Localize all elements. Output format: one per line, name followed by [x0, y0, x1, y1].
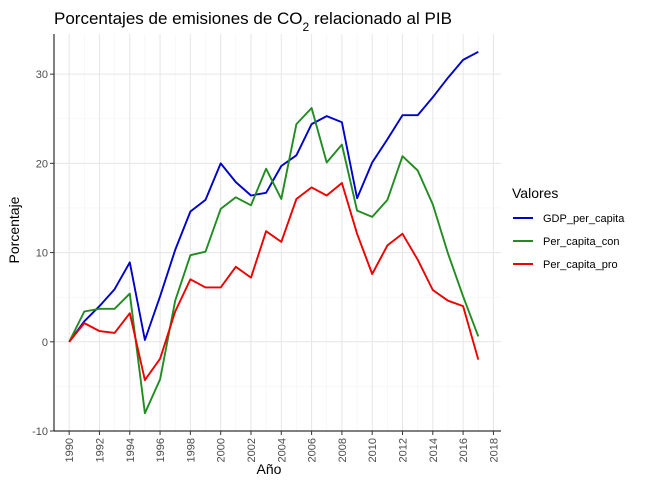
x-tick-label: 1996 [155, 438, 167, 462]
chart-title-subscript: 2 [303, 20, 310, 34]
series-line-per-capita-con [68, 107, 480, 415]
x-tick-label: 2008 [337, 438, 349, 462]
x-tick-label: 2014 [428, 438, 440, 462]
y-tick-label: -10 [32, 426, 48, 438]
axes [53, 34, 501, 432]
x-tick-label: 2006 [307, 438, 319, 462]
legend-label-per-capita-pro: Per_capita_pro [543, 259, 618, 271]
major-gridlines [54, 34, 501, 432]
y-tick-label: 10 [36, 248, 48, 260]
legend-title: Valores [512, 185, 558, 201]
x-tick-label: 2018 [488, 438, 500, 462]
x-axis-title: Año [257, 461, 282, 477]
series-line-per-capita-pro [68, 182, 480, 382]
x-tick-label: 1994 [125, 438, 137, 462]
y-axis-ticks: -10 0 10 20 30 [32, 69, 54, 438]
x-tick-label: 2010 [367, 438, 379, 462]
x-tick-label: 1992 [95, 438, 107, 462]
x-tick-label: 2004 [276, 438, 288, 462]
legend-label-gdp-per-capita: GDP_per_capita [543, 213, 625, 225]
chart-title-prefix: Porcentajes de emisiones de CO [54, 9, 303, 28]
y-tick-label: 30 [36, 69, 48, 81]
x-tick-label: 2016 [458, 438, 470, 462]
x-tick-label: 2012 [398, 438, 410, 462]
x-axis-ticks: 1990 1992 1994 1996 1998 2000 2002 2004 2006 2008… [64, 431, 500, 462]
x-tick-label: 2002 [246, 438, 258, 462]
legend: Valores GDP_per_capita Per_capita_con Per_… [512, 185, 625, 271]
minor-gridlines [53, 34, 501, 431]
chart-title-suffix: relacionado al PIB [309, 9, 452, 28]
x-tick-label: 2000 [216, 438, 228, 462]
x-tick-label: 1990 [64, 438, 76, 462]
chart-title: Porcentajes de emisiones de CO2 relacion… [54, 9, 452, 34]
legend-label-per-capita-con: Per_capita_con [543, 236, 619, 248]
x-tick-label: 1998 [185, 438, 197, 462]
series-lines [68, 50, 480, 415]
series-line-gdp-per-capita [68, 50, 479, 343]
y-tick-label: 0 [42, 337, 48, 349]
y-tick-label: 20 [36, 158, 48, 170]
y-axis-title: Porcentaje [6, 196, 22, 263]
